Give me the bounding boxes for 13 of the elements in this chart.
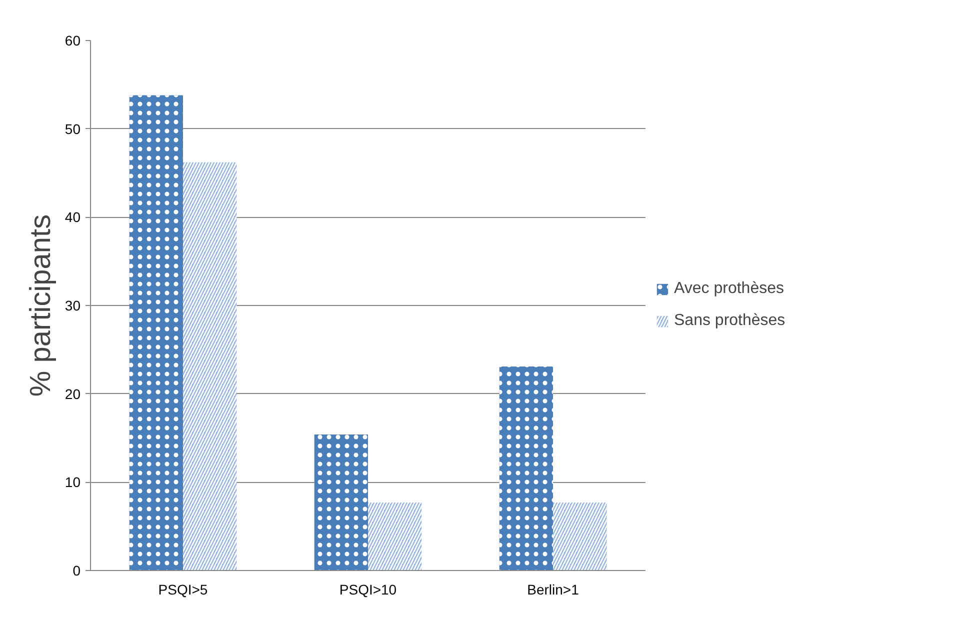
x-tick-label: PSQI>10 (339, 582, 397, 598)
y-axis-title: % participants (24, 214, 57, 397)
legend-label: Avec prothèses (674, 280, 784, 298)
y-tick-label: 0 (72, 562, 81, 578)
y-tick-label: 50 (64, 120, 81, 137)
x-tick-label: PSQI>5 (158, 582, 208, 598)
y-tick-label: 20 (64, 386, 81, 402)
y-tick-label: 40 (64, 209, 81, 226)
x-tick-label: Berlin>1 (527, 582, 580, 598)
legend-label: Sans prothèses (674, 312, 786, 330)
y-tick-label: 60 (64, 32, 81, 48)
y-tick-label: 30 (64, 298, 81, 314)
y-tick-label: 10 (64, 474, 81, 490)
